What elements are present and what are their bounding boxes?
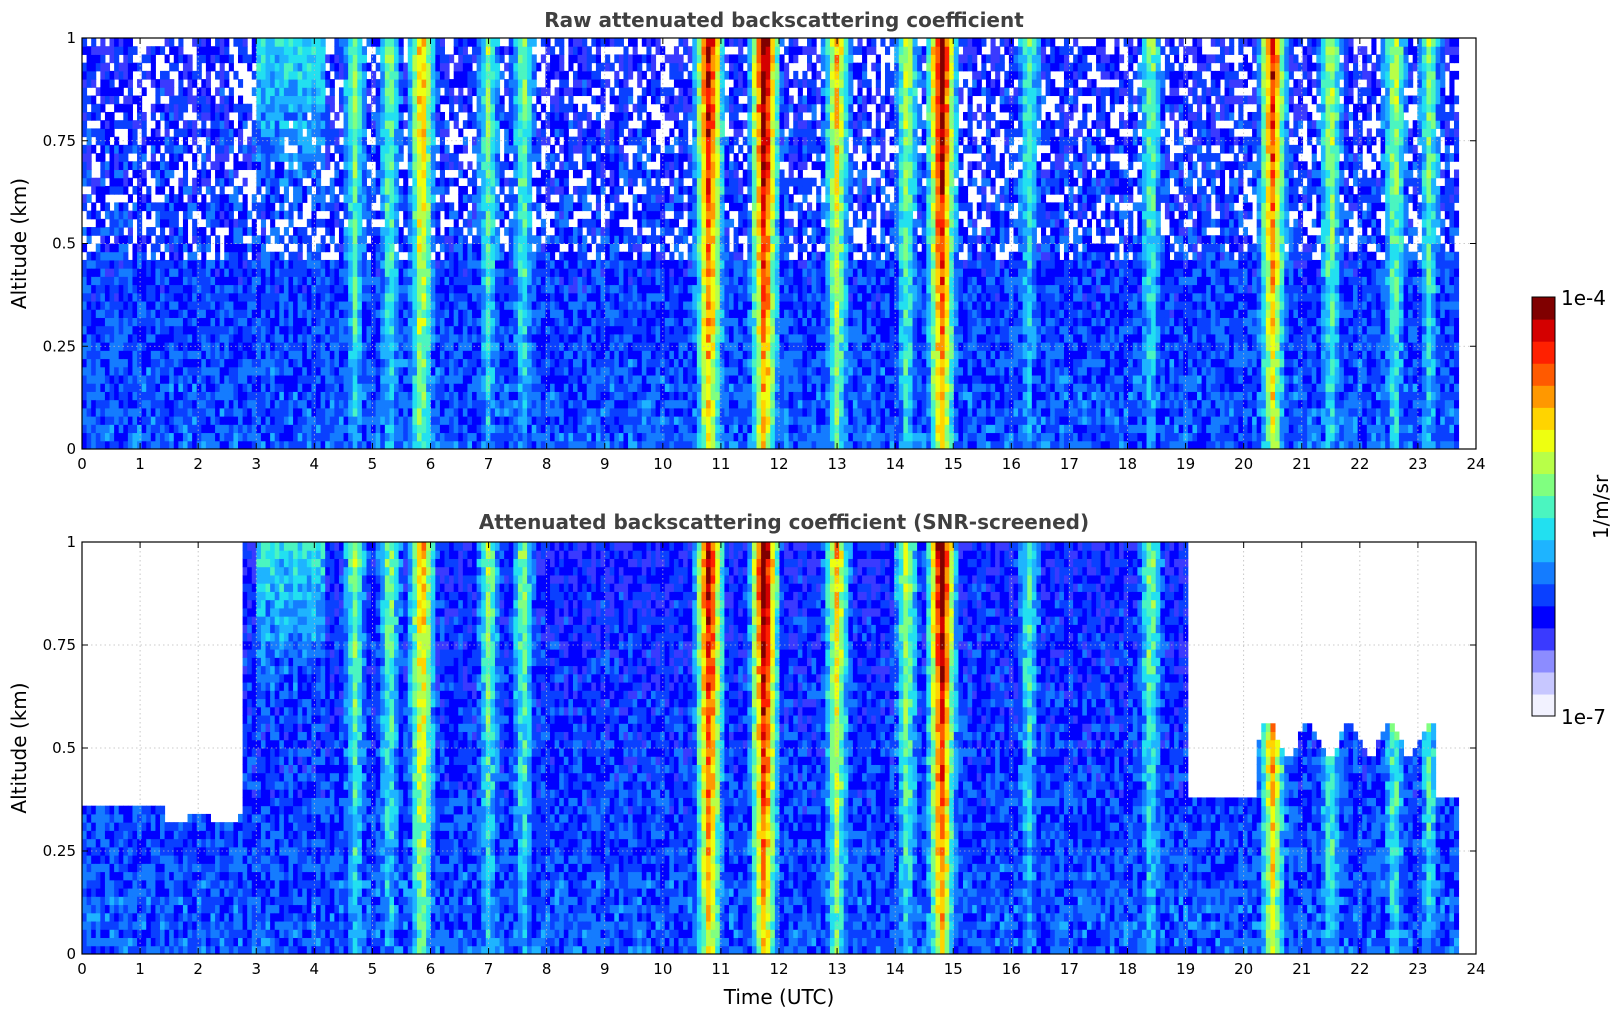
x-tick-label: 8	[542, 960, 552, 978]
x-axis-label: Time (UTC)	[723, 985, 835, 1009]
y-tick-label: 1	[66, 29, 76, 47]
x-tick-label: 13	[828, 960, 847, 978]
x-tick-label: 20	[1234, 455, 1253, 473]
x-tick-label: 14	[886, 455, 905, 473]
x-tick-label: 15	[944, 455, 963, 473]
colorbar-swatch	[1532, 341, 1555, 364]
y-tick-label: 0.75	[43, 132, 76, 150]
y-tick-label: 1	[66, 533, 76, 551]
colorbar-swatch	[1532, 628, 1555, 651]
colorbar-swatch	[1532, 385, 1555, 408]
x-tick-label: 11	[711, 960, 730, 978]
panel-title: Raw attenuated backscattering coefficien…	[544, 8, 1024, 32]
x-tick-label: 0	[77, 455, 87, 473]
x-tick-label: 19	[1176, 960, 1195, 978]
y-tick-label: 0.75	[43, 636, 76, 654]
x-tick-label: 15	[944, 960, 963, 978]
x-tick-label: 12	[769, 960, 788, 978]
y-axis-label: Altitude (km)	[7, 178, 31, 309]
x-tick-label: 23	[1408, 455, 1427, 473]
x-tick-label: 2	[193, 960, 203, 978]
x-tick-label: 1	[135, 960, 145, 978]
colorbar-max-label: 1e-4	[1561, 286, 1606, 310]
x-tick-label: 17	[1060, 960, 1079, 978]
x-tick-label: 5	[368, 455, 378, 473]
x-tick-label: 7	[484, 455, 494, 473]
x-tick-label: 3	[251, 960, 261, 978]
x-tick-label: 18	[1118, 960, 1137, 978]
x-tick-label: 20	[1234, 960, 1253, 978]
x-tick-label: 6	[426, 960, 436, 978]
y-tick-label: 0.25	[43, 842, 76, 860]
colorbar-swatch	[1532, 672, 1555, 695]
x-tick-label: 11	[711, 455, 730, 473]
colorbar-swatch	[1532, 540, 1555, 563]
x-tick-label: 10	[653, 960, 672, 978]
x-tick-label: 8	[542, 455, 552, 473]
x-tick-label: 22	[1350, 455, 1369, 473]
colorbar-swatch	[1532, 407, 1555, 430]
colorbar-swatch	[1532, 518, 1555, 541]
x-tick-label: 5	[368, 960, 378, 978]
colorbar-min-label: 1e-7	[1561, 705, 1606, 729]
x-tick-label: 7	[484, 960, 494, 978]
x-tick-label: 3	[251, 455, 261, 473]
x-tick-label: 19	[1176, 455, 1195, 473]
colorbar-unit-label: 1/m/sr	[1589, 474, 1613, 539]
x-tick-label: 21	[1292, 960, 1311, 978]
y-tick-label: 0	[66, 945, 76, 963]
x-tick-label: 12	[769, 455, 788, 473]
x-tick-label: 24	[1466, 960, 1485, 978]
x-tick-label: 1	[135, 455, 145, 473]
y-tick-label: 0.5	[52, 739, 76, 757]
colorbar: 1e-4 1e-7 1/m/sr	[1532, 286, 1613, 729]
x-tick-label: 0	[77, 960, 87, 978]
x-tick-label: 23	[1408, 960, 1427, 978]
colorbar-swatch	[1532, 606, 1555, 629]
y-axis-label: Altitude (km)	[7, 682, 31, 813]
panel-snr-screened: Attenuated backscattering coefficient (S…	[7, 510, 1486, 1009]
colorbar-swatch	[1532, 650, 1555, 673]
x-tick-label: 16	[1002, 960, 1021, 978]
figure: Raw attenuated backscattering coefficien…	[0, 0, 1621, 1020]
colorbar-gradient	[1532, 297, 1555, 717]
x-tick-label: 22	[1350, 960, 1369, 978]
colorbar-swatch	[1532, 319, 1555, 342]
colorbar-swatch	[1532, 584, 1555, 607]
x-tick-label: 9	[600, 455, 610, 473]
colorbar-swatch	[1532, 473, 1555, 496]
x-tick-label: 24	[1466, 455, 1485, 473]
y-tick-label: 0.25	[43, 337, 76, 355]
colorbar-swatch	[1532, 429, 1555, 452]
x-tick-label: 18	[1118, 455, 1137, 473]
colorbar-swatch	[1532, 495, 1555, 518]
colorbar-swatch	[1532, 562, 1555, 585]
colorbar-swatch	[1532, 694, 1555, 717]
panel-raw-backscatter: Raw attenuated backscattering coefficien…	[7, 8, 1486, 473]
x-tick-label: 4	[310, 455, 320, 473]
x-tick-label: 14	[886, 960, 905, 978]
colorbar-swatch	[1532, 451, 1555, 474]
panel-title: Attenuated backscattering coefficient (S…	[479, 510, 1089, 534]
x-tick-label: 16	[1002, 455, 1021, 473]
x-tick-label: 4	[310, 960, 320, 978]
x-tick-label: 21	[1292, 455, 1311, 473]
x-tick-label: 2	[193, 455, 203, 473]
y-tick-label: 0.5	[52, 235, 76, 253]
x-tick-label: 10	[653, 455, 672, 473]
x-tick-label: 9	[600, 960, 610, 978]
x-tick-label: 13	[828, 455, 847, 473]
y-tick-label: 0	[66, 440, 76, 458]
x-tick-label: 6	[426, 455, 436, 473]
colorbar-swatch	[1532, 363, 1555, 386]
colorbar-swatch	[1532, 297, 1555, 320]
x-tick-label: 17	[1060, 455, 1079, 473]
